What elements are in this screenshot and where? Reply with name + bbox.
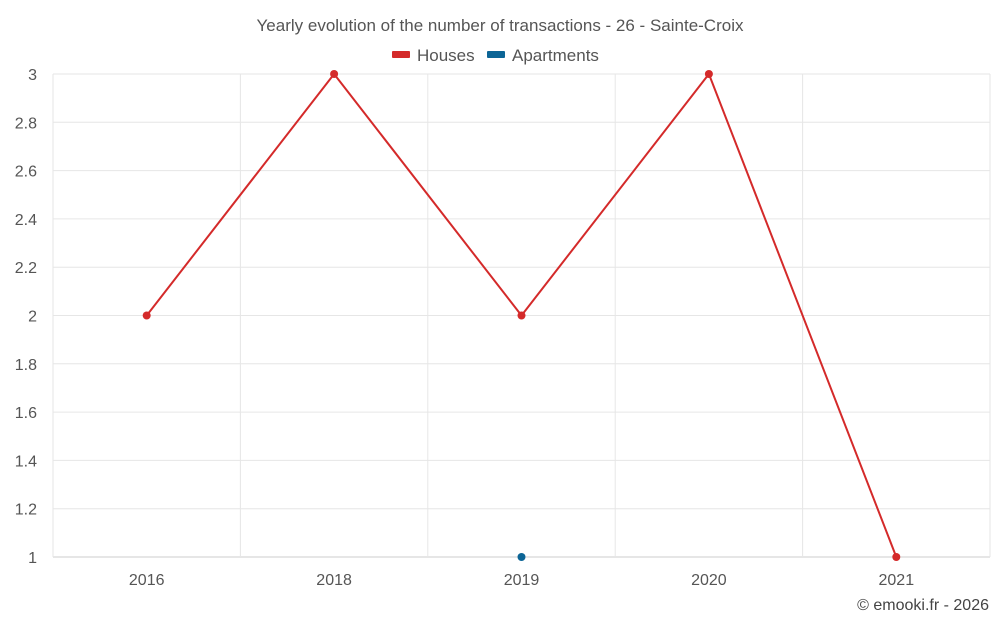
y-tick-label: 1.2 <box>15 502 37 519</box>
legend-swatch-apartments <box>487 51 505 58</box>
y-axis: 1 1.2 1.4 1.6 1.8 2 2.2 2.4 2.6 2.8 3 <box>15 67 37 567</box>
legend: Houses Apartments <box>392 46 599 65</box>
y-tick-label: 1.8 <box>15 357 37 374</box>
credit: © emooki.fr - 2026 <box>857 597 989 614</box>
series-apartments <box>517 553 526 561</box>
data-point-houses-2020[interactable] <box>704 70 713 78</box>
data-point-houses-2021[interactable] <box>892 553 901 561</box>
y-tick-label: 2.4 <box>15 212 37 229</box>
legend-swatch-houses <box>392 51 410 58</box>
x-tick-label: 2018 <box>316 572 352 589</box>
x-axis: 2016 2018 2019 2020 2021 <box>129 572 914 589</box>
legend-label-houses: Houses <box>417 46 475 65</box>
data-point-houses-2019[interactable] <box>517 311 526 320</box>
data-point-houses-2016[interactable] <box>142 311 151 320</box>
chart-title: Yearly evolution of the number of transa… <box>257 16 744 35</box>
y-tick-label: 1 <box>28 550 37 567</box>
y-tick-label: 2.2 <box>15 260 37 277</box>
legend-item-houses[interactable]: Houses <box>392 46 475 65</box>
data-point-houses-2018[interactable] <box>330 70 339 78</box>
y-tick-label: 2 <box>28 309 37 326</box>
x-tick-label: 2021 <box>879 572 915 589</box>
x-tick-label: 2019 <box>504 572 540 589</box>
series-houses <box>142 70 901 561</box>
y-tick-label: 1.4 <box>15 453 37 470</box>
y-tick-label: 2.6 <box>15 164 37 181</box>
series-layer <box>142 70 901 561</box>
legend-item-apartments[interactable]: Apartments <box>487 46 599 65</box>
y-tick-label: 2.8 <box>15 115 37 132</box>
x-tick-label: 2016 <box>129 572 165 589</box>
data-point-apartments-2019[interactable] <box>517 553 526 561</box>
x-tick-label: 2020 <box>691 572 727 589</box>
y-tick-label: 1.6 <box>15 405 37 422</box>
y-tick-label: 3 <box>28 67 37 84</box>
legend-label-apartments: Apartments <box>512 46 599 65</box>
